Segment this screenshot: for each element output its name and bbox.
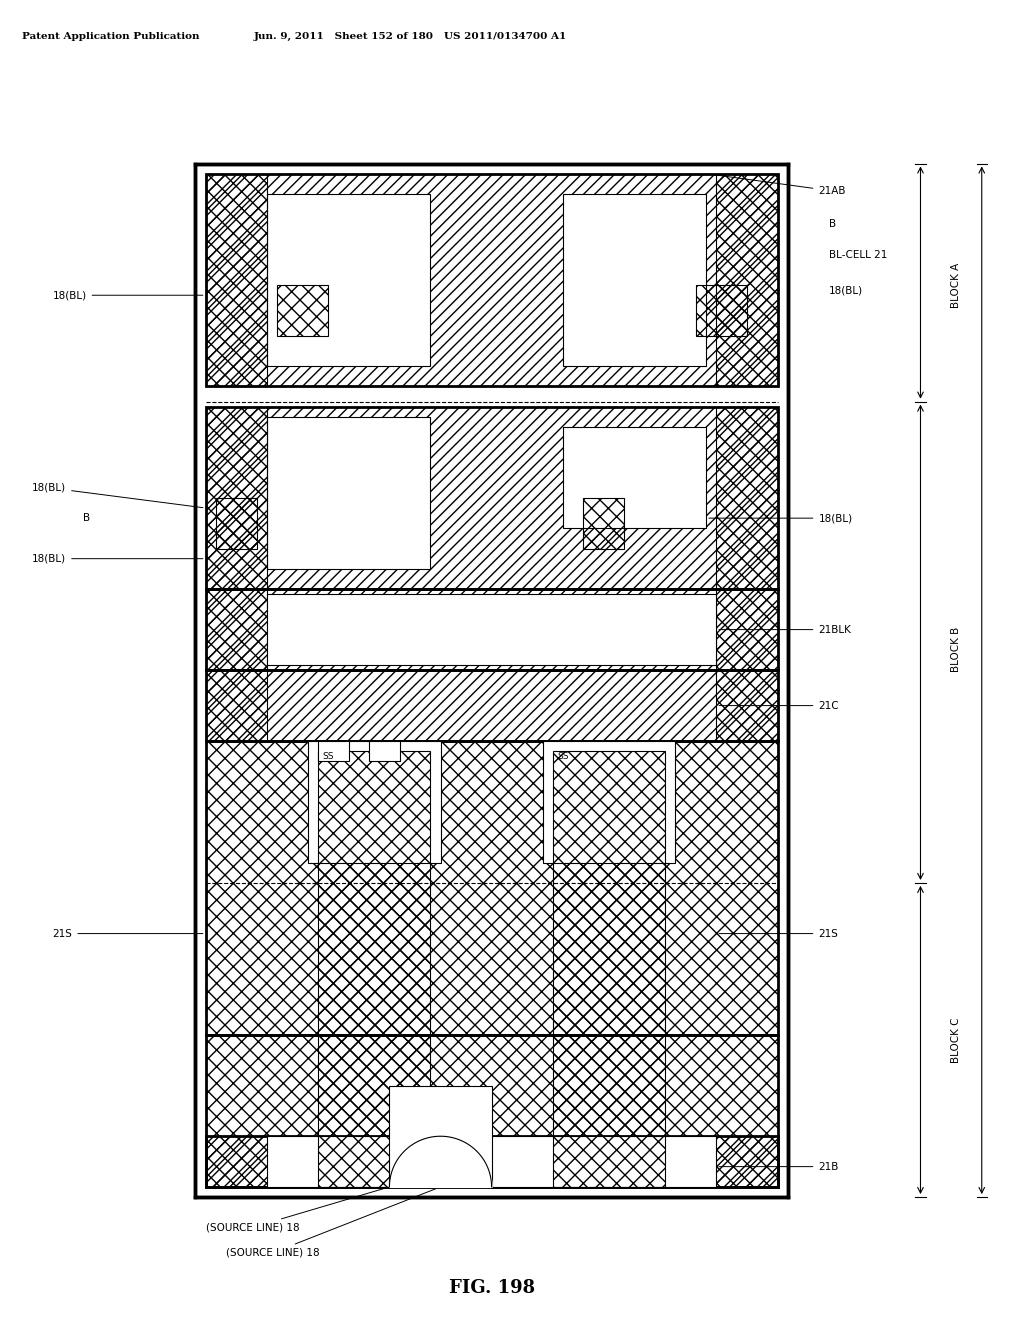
- Bar: [563, 426, 706, 528]
- Text: 18(BL): 18(BL): [709, 513, 853, 523]
- Text: 18(BL): 18(BL): [828, 285, 862, 296]
- Bar: [206, 174, 777, 387]
- Bar: [206, 407, 777, 589]
- Bar: [716, 407, 777, 589]
- Bar: [267, 194, 430, 366]
- Text: 21AB: 21AB: [709, 174, 846, 195]
- Bar: [584, 498, 625, 549]
- Bar: [267, 594, 716, 665]
- Text: BLOCK A: BLOCK A: [951, 263, 962, 308]
- Bar: [553, 751, 666, 1035]
- Bar: [543, 741, 676, 863]
- Bar: [553, 1035, 666, 1187]
- Bar: [318, 741, 348, 762]
- Bar: [308, 741, 440, 863]
- Text: 21BLK: 21BLK: [719, 624, 851, 635]
- Text: Patent Application Publication: Patent Application Publication: [22, 32, 200, 41]
- Text: 21C: 21C: [719, 701, 839, 710]
- Text: BLOCK B: BLOCK B: [951, 627, 962, 672]
- Bar: [716, 671, 777, 741]
- Text: 21S: 21S: [52, 928, 203, 939]
- Bar: [278, 285, 328, 335]
- Text: B: B: [83, 513, 90, 523]
- Bar: [267, 417, 430, 569]
- Bar: [206, 589, 267, 671]
- Bar: [206, 1137, 777, 1187]
- Bar: [318, 1035, 430, 1187]
- Bar: [196, 164, 787, 1197]
- Text: B: B: [584, 519, 591, 528]
- Bar: [206, 741, 777, 1035]
- Text: (SOURCE LINE) 18: (SOURCE LINE) 18: [226, 1188, 438, 1258]
- Text: SS: SS: [323, 752, 334, 760]
- Text: BL-CELL 21: BL-CELL 21: [828, 249, 887, 260]
- Bar: [206, 589, 777, 671]
- Text: Jun. 9, 2011   Sheet 152 of 180   US 2011/0134700 A1: Jun. 9, 2011 Sheet 152 of 180 US 2011/01…: [253, 32, 566, 41]
- Bar: [216, 498, 257, 549]
- Bar: [563, 194, 706, 366]
- Text: 21B: 21B: [719, 1162, 839, 1172]
- Bar: [206, 174, 267, 387]
- Bar: [318, 751, 430, 1035]
- Bar: [716, 589, 777, 671]
- Bar: [206, 1035, 777, 1187]
- Text: 18(BL): 18(BL): [32, 483, 203, 508]
- Bar: [206, 407, 267, 589]
- Bar: [696, 285, 746, 335]
- Bar: [716, 174, 777, 387]
- Text: FIG. 198: FIG. 198: [449, 1279, 535, 1298]
- Bar: [267, 1137, 716, 1187]
- Bar: [389, 1085, 492, 1187]
- Text: 21S: 21S: [719, 928, 839, 939]
- Text: SS: SS: [557, 752, 568, 760]
- Bar: [206, 671, 777, 741]
- Text: BLOCK C: BLOCK C: [951, 1018, 962, 1063]
- Bar: [369, 741, 399, 762]
- Bar: [206, 671, 267, 741]
- Text: (SOURCE LINE) 18: (SOURCE LINE) 18: [206, 1188, 387, 1233]
- Text: 18(BL): 18(BL): [52, 290, 203, 300]
- Text: 18(BL): 18(BL): [32, 553, 203, 564]
- Text: B: B: [828, 219, 836, 230]
